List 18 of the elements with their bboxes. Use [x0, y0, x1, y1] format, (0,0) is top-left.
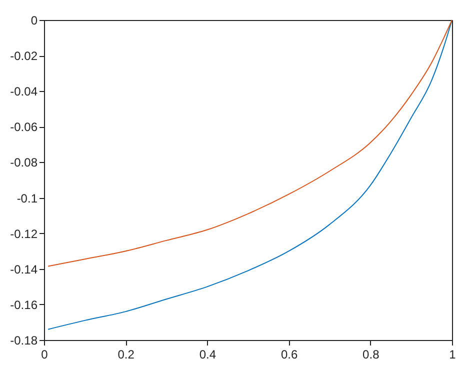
y-tick-label: -0.12 — [10, 226, 38, 241]
y-tick-label: -0.02 — [10, 49, 38, 64]
line-series — [48, 20, 452, 330]
x-tick-label: 0.8 — [362, 348, 380, 362]
y-tick-label: -0.16 — [10, 298, 38, 312]
line-series — [48, 20, 452, 267]
x-tick-label: 0.4 — [199, 348, 216, 362]
y-tick-label: 0 — [30, 14, 38, 28]
y-tick-label: -0.18 — [10, 334, 38, 348]
x-tick-label: 0.6 — [280, 348, 298, 362]
x-tick-label: 0 — [41, 348, 48, 362]
x-tick-label: 0.2 — [118, 348, 135, 362]
y-tick-label: -0.14 — [10, 262, 38, 276]
y-tick-label: -0.08 — [10, 156, 38, 170]
x-tick-label: 1 — [449, 348, 456, 362]
y-tick-label: -0.1 — [16, 191, 38, 206]
y-tick-label: -0.06 — [10, 120, 38, 134]
y-tick-label: -0.04 — [10, 84, 38, 99]
